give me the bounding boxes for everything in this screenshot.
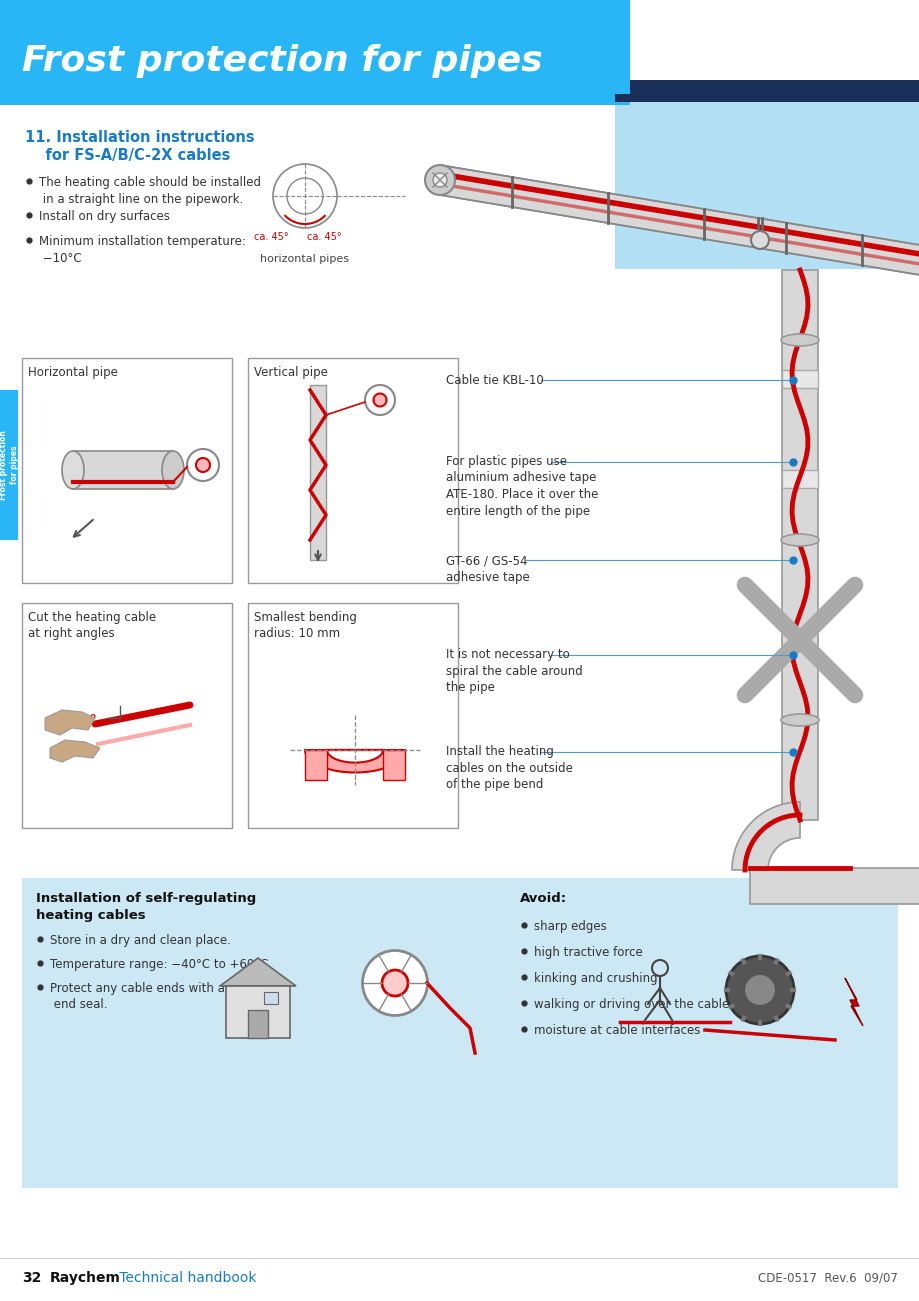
Polygon shape bbox=[732, 801, 800, 870]
Bar bbox=[630, 0, 919, 79]
Text: moisture at cable interfaces: moisture at cable interfaces bbox=[533, 1024, 699, 1037]
Bar bbox=[630, 79, 919, 94]
Text: Avoid:: Avoid: bbox=[519, 892, 566, 905]
Text: high tractive force: high tractive force bbox=[533, 946, 642, 959]
Polygon shape bbox=[220, 958, 296, 986]
Bar bbox=[0, 390, 18, 540]
Text: Protect any cable ends with an
 end seal.: Protect any cable ends with an end seal. bbox=[50, 982, 233, 1011]
Polygon shape bbox=[439, 165, 919, 275]
Ellipse shape bbox=[750, 232, 768, 248]
Bar bbox=[614, 94, 919, 269]
Text: Raychem: Raychem bbox=[50, 1271, 120, 1285]
Bar bbox=[614, 94, 919, 101]
Ellipse shape bbox=[780, 533, 818, 546]
Bar bbox=[630, 0, 919, 79]
Text: Installation of self-regulating
heating cables: Installation of self-regulating heating … bbox=[36, 892, 256, 921]
Ellipse shape bbox=[187, 449, 219, 481]
Text: 11. Installation instructions: 11. Installation instructions bbox=[25, 130, 255, 144]
Text: Minimum installation temperature:
 −10°C: Minimum installation temperature: −10°C bbox=[39, 235, 245, 264]
Bar bbox=[382, 749, 404, 781]
Text: Horizontal pipe: Horizontal pipe bbox=[28, 366, 118, 379]
Ellipse shape bbox=[196, 458, 210, 472]
Polygon shape bbox=[305, 749, 404, 773]
Text: GT-66 / GS-54
adhesive tape: GT-66 / GS-54 adhesive tape bbox=[446, 556, 529, 584]
Text: Vertical pipe: Vertical pipe bbox=[254, 366, 327, 379]
Bar bbox=[248, 358, 458, 583]
Bar bbox=[226, 986, 289, 1038]
Ellipse shape bbox=[425, 165, 455, 195]
Bar bbox=[22, 358, 232, 583]
Text: CDE-0517  Rev.6  09/07: CDE-0517 Rev.6 09/07 bbox=[757, 1271, 897, 1284]
Ellipse shape bbox=[780, 334, 818, 346]
Ellipse shape bbox=[362, 951, 427, 1016]
Circle shape bbox=[287, 178, 323, 213]
Text: walking or driving over the cable: walking or driving over the cable bbox=[533, 998, 729, 1011]
Bar bbox=[248, 602, 458, 827]
Text: kinking and crushing: kinking and crushing bbox=[533, 972, 657, 985]
Bar bbox=[781, 271, 817, 820]
Bar bbox=[264, 991, 278, 1004]
Ellipse shape bbox=[780, 714, 818, 726]
Text: for FS-A/B/C-2X cables: for FS-A/B/C-2X cables bbox=[25, 148, 230, 163]
Text: 90°: 90° bbox=[68, 713, 96, 729]
Text: Frost protection
for pipes: Frost protection for pipes bbox=[0, 431, 18, 500]
Bar bbox=[73, 451, 173, 489]
Text: Smallest bending
radius: 10 mm: Smallest bending radius: 10 mm bbox=[254, 611, 357, 640]
Polygon shape bbox=[50, 740, 100, 762]
Ellipse shape bbox=[725, 956, 793, 1024]
Text: 32: 32 bbox=[22, 1271, 41, 1285]
Text: The heating cable should be installed
 in a straight line on the pipework.: The heating cable should be installed in… bbox=[39, 176, 261, 206]
Text: ca. 45°: ca. 45° bbox=[254, 232, 289, 242]
Ellipse shape bbox=[373, 393, 386, 406]
Bar bbox=[22, 602, 232, 827]
Text: sharp edges: sharp edges bbox=[533, 920, 607, 933]
Text: horizontal pipes: horizontal pipes bbox=[260, 254, 349, 264]
Ellipse shape bbox=[162, 451, 184, 489]
Text: Store in a dry and clean place.: Store in a dry and clean place. bbox=[50, 934, 231, 947]
Bar bbox=[0, 0, 630, 105]
Bar bbox=[22, 878, 897, 1188]
Ellipse shape bbox=[433, 173, 447, 187]
Text: It is not necessary to
spiral the cable around
the pipe: It is not necessary to spiral the cable … bbox=[446, 648, 582, 693]
Bar bbox=[781, 470, 817, 488]
Bar bbox=[310, 385, 325, 559]
Bar bbox=[248, 1010, 267, 1038]
Text: Temperature range: −40°C to +60°C.: Temperature range: −40°C to +60°C. bbox=[50, 958, 272, 971]
Ellipse shape bbox=[381, 971, 407, 997]
Ellipse shape bbox=[365, 385, 394, 415]
Text: ca. 45°: ca. 45° bbox=[307, 232, 341, 242]
Text: Install the heating
cables on the outside
of the pipe bend: Install the heating cables on the outsid… bbox=[446, 745, 573, 791]
Bar bbox=[781, 369, 817, 388]
Text: Cut the heating cable
at right angles: Cut the heating cable at right angles bbox=[28, 611, 156, 640]
Ellipse shape bbox=[62, 451, 84, 489]
Text: Technical handbook: Technical handbook bbox=[115, 1271, 256, 1285]
Ellipse shape bbox=[743, 974, 775, 1006]
Text: For plastic pipes use
aluminium adhesive tape
ATE-180. Place it over the
entire : For plastic pipes use aluminium adhesive… bbox=[446, 455, 597, 518]
Polygon shape bbox=[45, 710, 95, 735]
Bar bbox=[749, 868, 919, 904]
Text: Cable tie KBL-10: Cable tie KBL-10 bbox=[446, 373, 543, 386]
Text: Install on dry surfaces: Install on dry surfaces bbox=[39, 209, 170, 222]
Polygon shape bbox=[844, 978, 862, 1026]
Circle shape bbox=[273, 164, 336, 228]
Bar bbox=[305, 749, 326, 781]
Text: Frost protection for pipes: Frost protection for pipes bbox=[22, 44, 542, 78]
